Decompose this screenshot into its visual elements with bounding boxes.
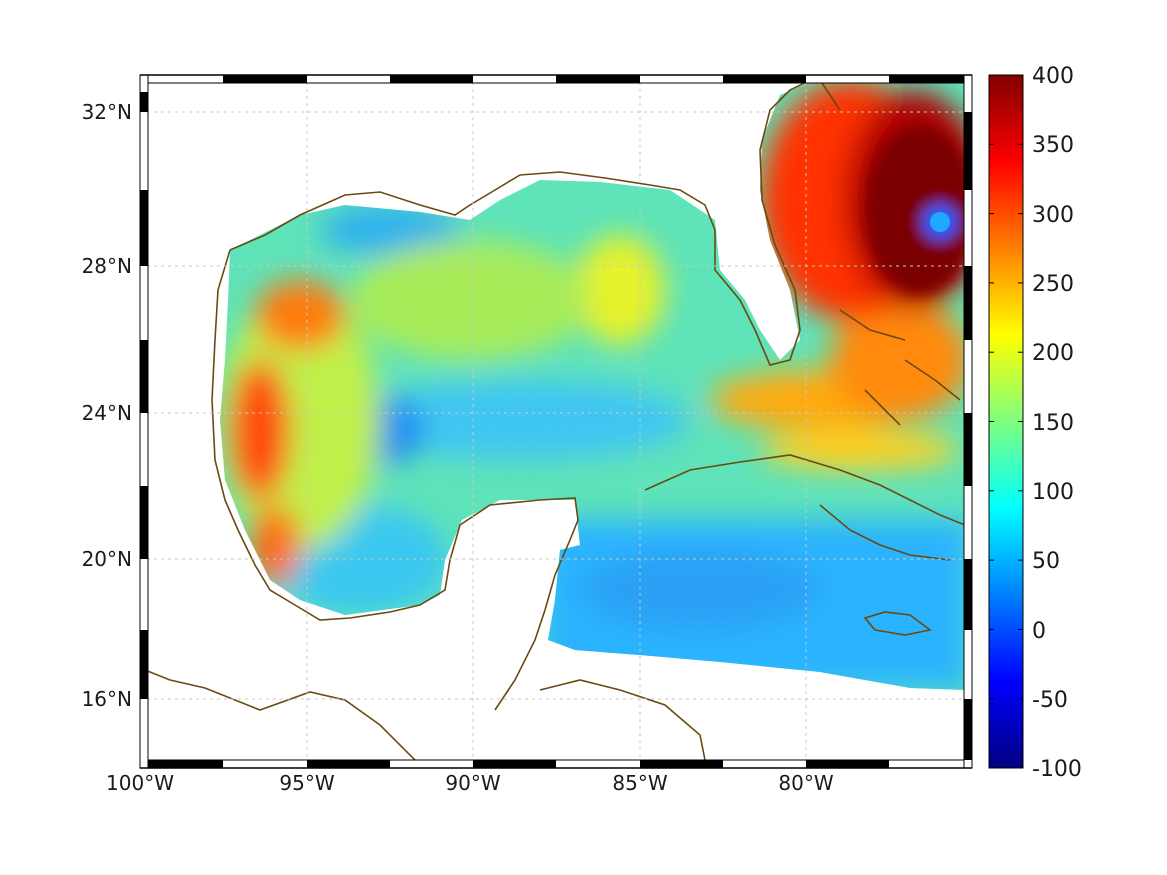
- lon-tick-labels: 100°W 95°W 90°W 85°W 80°W: [106, 771, 834, 795]
- lat-tick-label: 28°N: [82, 254, 132, 278]
- lon-tick-label: 95°W: [279, 771, 334, 795]
- colorbar-label: 100: [1032, 480, 1074, 505]
- colorbar-label: 0: [1032, 619, 1046, 644]
- colorbar-gradient: [988, 74, 1024, 769]
- lat-tick-label: 20°N: [82, 547, 132, 571]
- colorbar-ticks: [989, 74, 1023, 769]
- lon-tick-label: 100°W: [106, 771, 174, 795]
- colorbar-label: 400: [1032, 64, 1074, 89]
- lat-tick-label: 16°N: [82, 687, 132, 711]
- lat-tick-label: 32°N: [82, 100, 132, 124]
- colorbar-label: 250: [1032, 272, 1074, 297]
- lat-tick-label: 24°N: [82, 401, 132, 425]
- colorbar-labels: 400 350 300 250 200 150 100 50 0 -50 -10…: [1032, 64, 1082, 782]
- lon-tick-label: 85°W: [612, 771, 667, 795]
- colorbar-label: 300: [1032, 203, 1074, 228]
- lon-tick-label: 80°W: [778, 771, 833, 795]
- colorbar-label: 200: [1032, 341, 1074, 366]
- lat-tick-labels: 32°N 28°N 24°N 20°N 16°N: [82, 100, 132, 711]
- map-border: [139, 74, 973, 769]
- colorbar-label: -100: [1032, 757, 1082, 782]
- lon-tick-label: 90°W: [445, 771, 500, 795]
- colorbar-label: 50: [1032, 549, 1060, 574]
- colorbar-label: -50: [1032, 688, 1068, 713]
- colorbar-label: 350: [1032, 133, 1074, 158]
- coastlines: [140, 77, 966, 766]
- colorbar: 400 350 300 250 200 150 100 50 0 -50 -10…: [988, 64, 1082, 782]
- grid-lines: [140, 75, 972, 768]
- colorbar-label: 150: [1032, 411, 1074, 436]
